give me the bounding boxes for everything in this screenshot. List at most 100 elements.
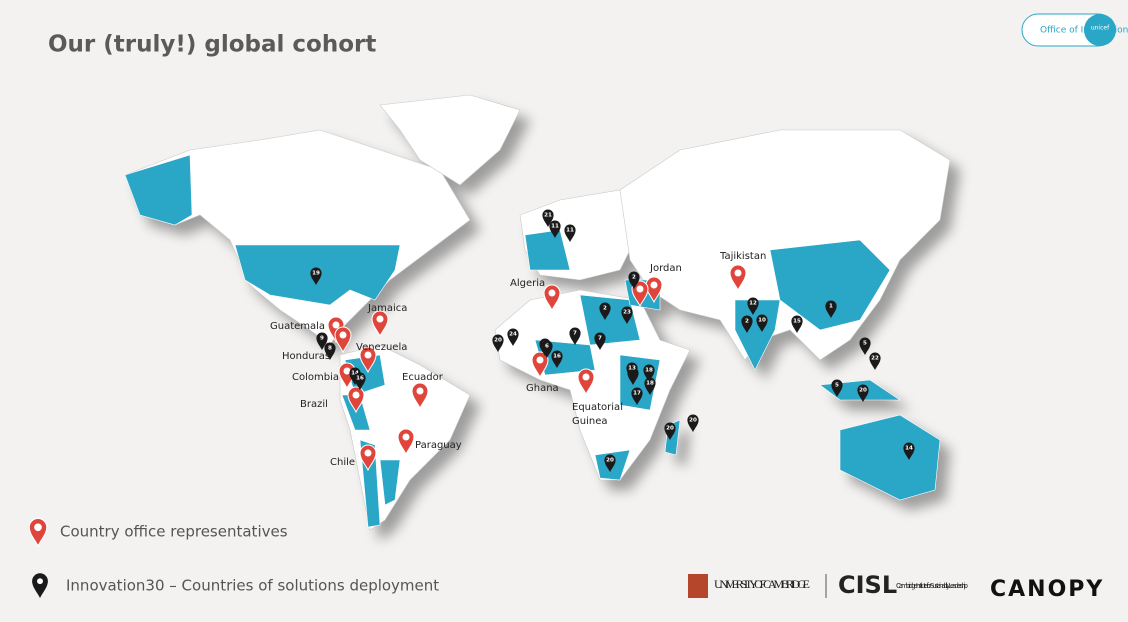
pin-dot bbox=[402, 433, 410, 441]
pin-count: 22 bbox=[871, 356, 879, 362]
red-pin bbox=[347, 386, 365, 414]
pin-body bbox=[626, 362, 638, 380]
pin-body bbox=[543, 284, 561, 312]
pin-count: 2 bbox=[603, 306, 607, 312]
pin-count: 15 bbox=[793, 319, 801, 325]
pin-dot bbox=[548, 289, 556, 297]
black-pin: 22 bbox=[869, 352, 881, 370]
pin-body bbox=[644, 377, 656, 395]
pin-count: 20 bbox=[859, 388, 867, 394]
black-pin: 2 bbox=[599, 302, 611, 320]
pin-body bbox=[359, 444, 377, 472]
pin-count: 19 bbox=[312, 271, 320, 277]
black-pin: 14 bbox=[903, 442, 915, 460]
pin-count: 2 bbox=[745, 319, 749, 325]
pin-body bbox=[359, 346, 377, 374]
country-label: Honduras bbox=[282, 351, 330, 362]
pin-count: 7 bbox=[598, 336, 602, 342]
black-pin: 15 bbox=[791, 315, 803, 333]
pin-count: 16 bbox=[553, 354, 561, 360]
pin-dot bbox=[376, 315, 384, 323]
country-label: Ecuador bbox=[402, 372, 444, 383]
country-label: Paraguay bbox=[415, 440, 462, 451]
pin-dot bbox=[339, 331, 347, 339]
pin-dot bbox=[536, 356, 544, 364]
black-pin: 2 bbox=[741, 315, 753, 333]
pin-body bbox=[541, 340, 553, 358]
pin-count: 14 bbox=[351, 371, 359, 377]
pin-dot bbox=[37, 578, 43, 585]
pin-dot bbox=[364, 449, 372, 457]
black-pin: 18 bbox=[644, 377, 656, 395]
pin-body bbox=[645, 276, 663, 304]
black-pin: 5 bbox=[831, 379, 843, 397]
cambridge-shield bbox=[688, 574, 708, 598]
pins: Tajikistan Jordan Algeria Jamaica Guatemala H… bbox=[270, 209, 915, 472]
pin-body bbox=[831, 379, 843, 397]
black-pin: 5 bbox=[859, 337, 871, 355]
red-pin bbox=[531, 351, 549, 379]
black-pin: 13 bbox=[626, 362, 638, 380]
red-pin bbox=[577, 368, 595, 396]
pin-body bbox=[32, 573, 48, 598]
pin-count: 9 bbox=[320, 336, 324, 342]
pin-body bbox=[531, 351, 549, 379]
footer-logos: UNIVERSITY OF CAMBRIDGE CISL Cambridge I… bbox=[688, 571, 1102, 602]
unicef-logo bbox=[1084, 14, 1116, 46]
pin-dot bbox=[416, 387, 424, 395]
pin-dot bbox=[352, 391, 360, 399]
red-pin bbox=[359, 444, 377, 472]
black-pin: 9 bbox=[316, 332, 328, 350]
pin-count: 20 bbox=[494, 338, 502, 344]
pin-body bbox=[687, 414, 699, 432]
black-pin: 11 bbox=[549, 220, 561, 238]
pin-body bbox=[747, 297, 759, 315]
pin-count: 23 bbox=[623, 310, 631, 316]
pin-body bbox=[859, 337, 871, 355]
red-pin bbox=[28, 517, 48, 548]
cambridge-text: UNIVERSITY OF CAMBRIDGE bbox=[714, 577, 810, 591]
red-pin bbox=[371, 310, 389, 338]
pin-count: 10 bbox=[758, 318, 766, 324]
pin-count: 6 bbox=[545, 344, 549, 350]
pin-count: 5 bbox=[863, 341, 867, 347]
pin-body bbox=[869, 352, 881, 370]
red-pin bbox=[359, 346, 377, 374]
black-pin: 11 bbox=[564, 224, 576, 242]
pin-count: 12 bbox=[749, 301, 757, 307]
pin-body bbox=[347, 386, 365, 414]
pin-count: 21 bbox=[544, 213, 552, 219]
pin-dot bbox=[734, 269, 742, 277]
pin-body bbox=[857, 384, 869, 402]
pin-body bbox=[577, 368, 595, 396]
country-label: Brazil bbox=[300, 399, 328, 410]
country-label: Jordan bbox=[649, 263, 682, 274]
pin-body bbox=[507, 328, 519, 346]
pin-body bbox=[542, 209, 554, 227]
black-pin: 17 bbox=[631, 387, 643, 405]
pin-body bbox=[631, 280, 649, 308]
pin-count: 16 bbox=[356, 376, 364, 382]
pin-count: 20 bbox=[666, 426, 674, 432]
black-pin: 20 bbox=[604, 454, 616, 472]
pin-body bbox=[551, 350, 563, 368]
pin-count: 18 bbox=[645, 368, 653, 374]
black-pin: 16 bbox=[354, 372, 366, 390]
cisl-full: Cambridge Institute for Sustainability L… bbox=[896, 582, 969, 590]
unicef-text: unicef bbox=[1091, 25, 1110, 32]
pin-count: 11 bbox=[551, 224, 559, 230]
pin-body bbox=[28, 517, 48, 548]
pin-body bbox=[643, 364, 655, 382]
country-label: Ghana bbox=[526, 383, 559, 394]
pin-count: 17 bbox=[633, 391, 641, 397]
black-pin: 20 bbox=[857, 384, 869, 402]
black-pin: 18 bbox=[643, 364, 655, 382]
pin-count: 11 bbox=[566, 228, 574, 234]
red-pin bbox=[411, 382, 429, 410]
black-pin: 7 bbox=[594, 332, 606, 350]
black-pin: 20 bbox=[687, 414, 699, 432]
country-label: Colombia bbox=[292, 372, 339, 383]
black-pin: 19 bbox=[310, 267, 322, 285]
black-pin: 23 bbox=[621, 306, 633, 324]
badge-text: Office of Innovation bbox=[1040, 26, 1128, 36]
